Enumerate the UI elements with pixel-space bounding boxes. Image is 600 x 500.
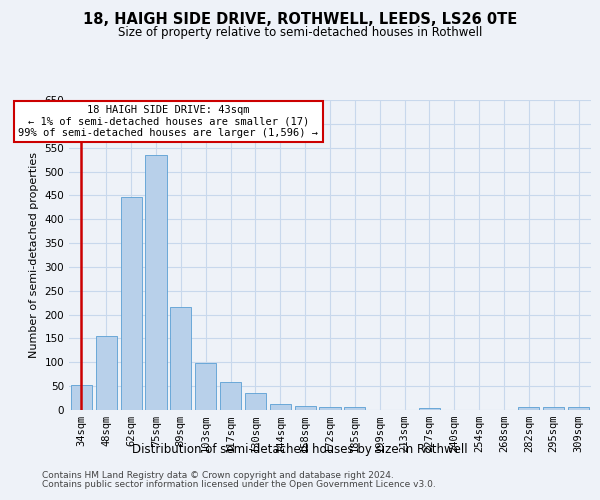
Bar bbox=[195, 364, 216, 410]
Bar bbox=[568, 406, 589, 410]
Bar bbox=[270, 404, 291, 410]
Text: 18, HAIGH SIDE DRIVE, ROTHWELL, LEEDS, LS26 0TE: 18, HAIGH SIDE DRIVE, ROTHWELL, LEEDS, L… bbox=[83, 12, 517, 28]
Bar bbox=[419, 408, 440, 410]
Bar bbox=[145, 155, 167, 410]
Bar bbox=[71, 385, 92, 410]
Bar bbox=[518, 406, 539, 410]
Bar bbox=[295, 406, 316, 410]
Bar bbox=[344, 406, 365, 410]
Bar bbox=[319, 407, 341, 410]
Text: Size of property relative to semi-detached houses in Rothwell: Size of property relative to semi-detach… bbox=[118, 26, 482, 39]
Bar bbox=[170, 308, 191, 410]
Bar bbox=[121, 197, 142, 410]
Y-axis label: Number of semi-detached properties: Number of semi-detached properties bbox=[29, 152, 39, 358]
Bar bbox=[543, 407, 564, 410]
Bar bbox=[220, 382, 241, 410]
Text: Contains HM Land Registry data © Crown copyright and database right 2024.: Contains HM Land Registry data © Crown c… bbox=[42, 471, 394, 480]
Text: 18 HAIGH SIDE DRIVE: 43sqm
← 1% of semi-detached houses are smaller (17)
99% of : 18 HAIGH SIDE DRIVE: 43sqm ← 1% of semi-… bbox=[19, 105, 319, 138]
Bar bbox=[96, 336, 117, 410]
Text: Distribution of semi-detached houses by size in Rothwell: Distribution of semi-detached houses by … bbox=[132, 442, 468, 456]
Text: Contains public sector information licensed under the Open Government Licence v3: Contains public sector information licen… bbox=[42, 480, 436, 489]
Bar bbox=[245, 393, 266, 410]
